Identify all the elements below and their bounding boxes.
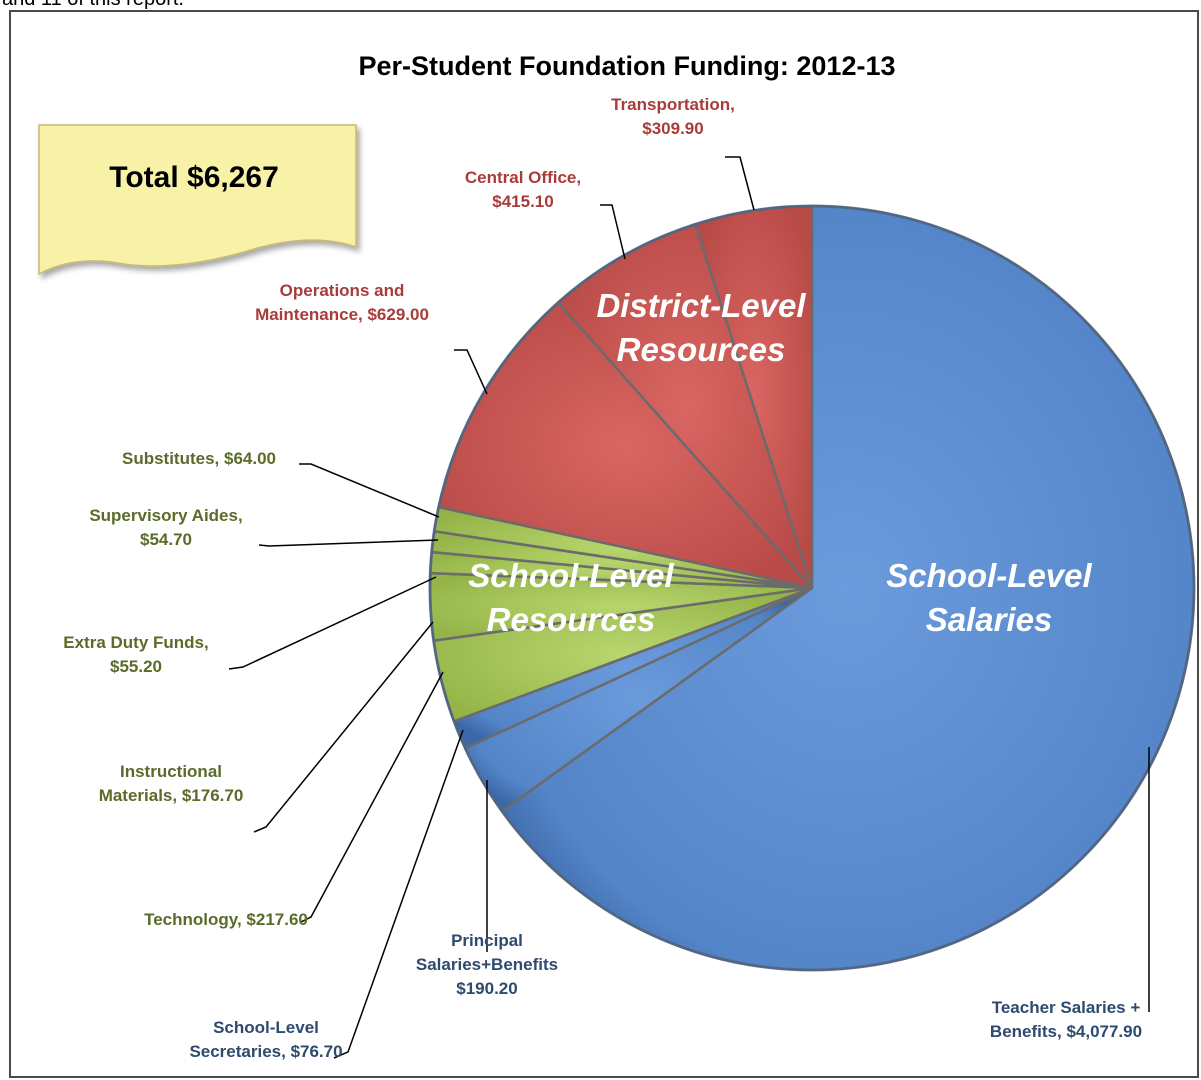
leader-line (725, 156, 755, 211)
slice-label: Central Office, $415.10 (465, 168, 581, 211)
chart-title: Per-Student Foundation Funding: 2012-13 (358, 51, 895, 81)
leader-line (300, 671, 444, 923)
leader-line (454, 349, 488, 395)
chart-frame: Per-Student Foundation Funding: 2012-13 … (9, 10, 1199, 1078)
group-labels: School-Level Salaries School-Level Resource… (468, 287, 1092, 638)
total-callout: Total $6,267 (38, 124, 357, 276)
slice-label: Teacher Salaries + Benefits, $4,077.90 (990, 998, 1142, 1041)
leader-line (600, 204, 626, 260)
group-label-school-resources: School-Level Resources (468, 557, 674, 638)
group-label-district-resources: District-Level Resources (596, 287, 806, 368)
total-callout-text: Total $6,267 (109, 161, 279, 194)
slice-label: School-Level Secretaries, $76.70 (189, 1018, 342, 1061)
slice-label: Transportation, $309.90 (611, 95, 735, 138)
group-label-school-salaries: School-Level Salaries (886, 557, 1092, 638)
leader-line (228, 576, 437, 670)
leader-lines (228, 156, 1150, 1059)
pie-slices (428, 204, 1196, 972)
slice-label: Supervisory Aides, $54.70 (89, 506, 242, 549)
leader-line (333, 729, 464, 1059)
leader-line (258, 539, 439, 547)
slice-label: Operations and Maintenance, $629.00 (255, 281, 429, 324)
page-top-text: and 11 of this report. (2, 0, 184, 11)
slice-labels: Teacher Salaries + Benefits, $4,077.90 Pri… (63, 95, 1142, 1061)
slice-label: Substitutes, $64.00 (122, 449, 276, 468)
leader-line (299, 463, 440, 518)
pie-rim (428, 204, 1196, 972)
slice-label: Technology, $217.60 (144, 910, 308, 929)
leader-line (253, 621, 434, 833)
slice-label: Extra Duty Funds, $55.20 (63, 633, 208, 676)
pie-chart: Per-Student Foundation Funding: 2012-13 … (38, 51, 1196, 1061)
slice-label: Instructional Materials, $176.70 (99, 762, 244, 805)
slice-label: Principal Salaries+Benefits $190.20 (416, 931, 558, 998)
